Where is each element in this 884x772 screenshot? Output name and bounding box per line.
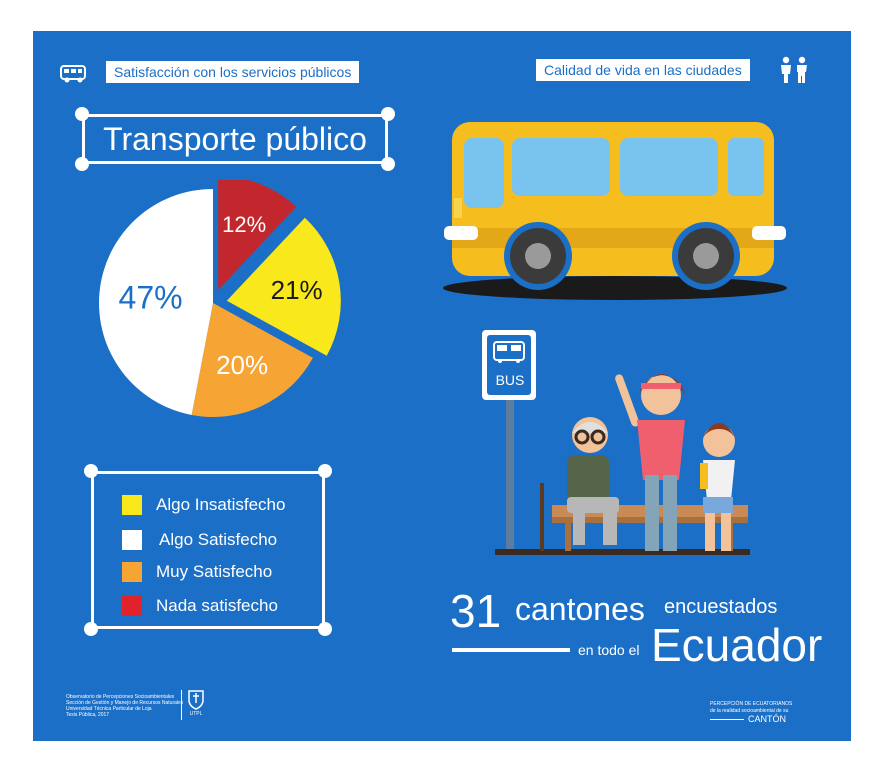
footer-right-line1: PERCEPCIÓN DE ECUATORIANOS (710, 701, 793, 707)
utpl-logo-text: UTPL (189, 711, 203, 717)
stat-suffix: encuestados (664, 596, 778, 618)
people-illustration (495, 374, 750, 555)
stat-number: 31 (450, 585, 502, 637)
title-corner (75, 157, 89, 171)
legend-item: Nada satisfecho (122, 596, 278, 616)
stat-country: Ecuador (651, 619, 823, 671)
pie-slice-label: 12% (222, 212, 266, 237)
title-corner (381, 157, 395, 171)
legend-corner (84, 464, 98, 478)
legend-corner (318, 622, 332, 636)
bus-illustration (443, 122, 787, 300)
legend-item: Algo Insatisfecho (122, 495, 285, 515)
legend-swatch (122, 495, 142, 515)
legend-label: Algo Insatisfecho (156, 495, 286, 514)
pie-slice-label: 21% (271, 275, 323, 305)
pie-chart: 12% 21% 20% 47% (98, 180, 341, 417)
legend-item: Algo Satisfecho (122, 530, 277, 550)
footer-credits: Observatorio de Percepciones Socioambien… (66, 694, 184, 718)
page-title: Transporte público (82, 114, 388, 164)
footer-right-line2: de la realidad socioambiental de su (710, 708, 789, 714)
stat-underline (452, 648, 570, 652)
legend-label: Nada satisfecho (156, 596, 278, 615)
bus-stop-label: BUS (495, 372, 525, 388)
people-icon (781, 56, 807, 83)
pie-slice (98, 189, 213, 415)
legend: Algo Insatisfecho Algo Satisfecho Muy Sa… (91, 471, 325, 629)
legend-corner (84, 622, 98, 636)
services-tag: Satisfacción con los servicios públicos (106, 61, 360, 83)
pie-slice (226, 217, 341, 356)
legend-label: Algo Satisfecho (159, 530, 278, 549)
pie-slice (218, 180, 297, 290)
bus-icon (60, 65, 86, 83)
footer-right-line3: CANTÓN (748, 714, 786, 724)
legend-corner (318, 464, 332, 478)
bus-stop-sign (482, 330, 536, 554)
title-corner (75, 107, 89, 121)
stat-prefix: en todo el (578, 642, 640, 658)
legend-swatch (122, 530, 142, 550)
footer-right-rule (710, 719, 744, 720)
pie-slice-label: 20% (216, 350, 268, 380)
pie-slice (191, 303, 313, 417)
footer-divider (181, 690, 182, 720)
legend-swatch (122, 596, 142, 616)
legend-item: Muy Satisfecho (122, 562, 272, 582)
legend-label: Muy Satisfecho (156, 562, 273, 581)
legend-swatch (122, 562, 142, 582)
title-corner (381, 107, 395, 121)
pie-slice-label: 47% (119, 279, 183, 315)
quality-of-life-tag: Calidad de vida en las ciudades (536, 59, 750, 81)
utpl-logo-icon (188, 690, 204, 710)
stat-word: cantones (515, 591, 645, 627)
